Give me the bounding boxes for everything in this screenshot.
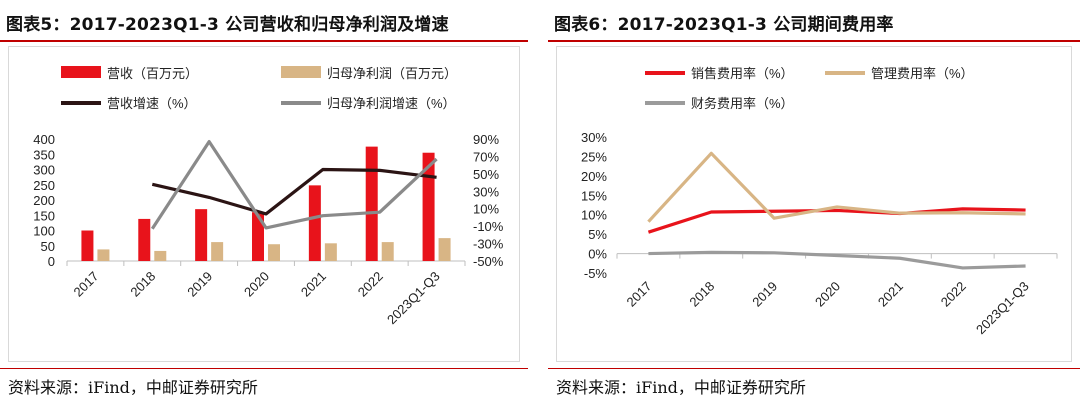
chart-area: 30% 25% 20% 15% 10% 5% 0% -5% 2017 2018 2019 2020 20… bbox=[556, 46, 1072, 362]
y2-tick-label: -30% bbox=[473, 237, 504, 252]
series-line bbox=[647, 151, 1026, 223]
legend-swatch bbox=[61, 66, 101, 78]
y-tick-label: 50 bbox=[41, 239, 55, 254]
chart-title: 图表6：2017-2023Q1-3 公司期间费用率 bbox=[554, 15, 894, 35]
y2-tick-label: 30% bbox=[473, 184, 499, 199]
x-tick-label: 2020 bbox=[241, 269, 272, 300]
legend-label: 财务费用率（%） bbox=[691, 96, 794, 111]
bar bbox=[211, 242, 224, 261]
source-note: 资料来源：iFind，中邮证券研究所 bbox=[556, 378, 806, 397]
bar bbox=[324, 243, 337, 261]
series-line bbox=[647, 207, 1026, 234]
source-note: 资料来源：iFind，中邮证券研究所 bbox=[8, 378, 258, 397]
legend-label: 销售费用率（%） bbox=[691, 66, 794, 81]
y-tick-label: 10% bbox=[581, 208, 607, 223]
y-tick-label: 15% bbox=[581, 188, 607, 203]
bar bbox=[308, 185, 321, 261]
bar bbox=[138, 218, 151, 261]
legend-label: 营收增速（%） bbox=[107, 96, 197, 111]
legend-label: 管理费用率（%） bbox=[871, 66, 974, 81]
y-tick-label: 20% bbox=[581, 169, 607, 184]
bar bbox=[268, 244, 280, 261]
x-tick-label: 2019 bbox=[184, 269, 215, 300]
chart-title: 图表5：2017-2023Q1-3 公司营收和归母净利润及增速 bbox=[6, 15, 449, 35]
chart-area: 400 350 300 250 200 150 100 50 0 90% 70% 50% 30% 10% -… bbox=[8, 46, 520, 362]
bar bbox=[195, 209, 208, 261]
y2-tick-label: -50% bbox=[473, 254, 504, 269]
y-tick-label: 250 bbox=[33, 178, 55, 193]
x-tick-label: 2018 bbox=[127, 269, 158, 300]
bar bbox=[81, 230, 94, 261]
y-tick-label: 0% bbox=[588, 247, 607, 262]
series-line bbox=[150, 140, 438, 230]
x-tick-label: 2022 bbox=[938, 279, 969, 310]
x-tick-label: 2019 bbox=[749, 279, 780, 310]
y-tick-label: 25% bbox=[581, 149, 607, 164]
y-tick-label: 400 bbox=[33, 132, 55, 147]
chart-panel-revenue-profit: 图表5：2017-2023Q1-3 公司营收和归母净利润及增速 400 350 30… bbox=[0, 0, 528, 404]
bar bbox=[154, 250, 167, 261]
x-tick-label: 2021 bbox=[298, 269, 329, 300]
y-tick-label: 200 bbox=[33, 193, 55, 208]
legend-label: 归母净利润（百万元） bbox=[327, 66, 457, 81]
y2-tick-label: 90% bbox=[473, 132, 499, 147]
y-tick-label: 100 bbox=[33, 224, 55, 239]
y-tick-label: 350 bbox=[33, 147, 55, 162]
x-tick-label: 2018 bbox=[686, 279, 717, 310]
y2-tick-label: 10% bbox=[473, 202, 499, 217]
x-tick-label: 2017 bbox=[70, 269, 101, 300]
y2-tick-label: 70% bbox=[473, 149, 499, 164]
x-tick-label: 2017 bbox=[623, 279, 654, 310]
source-divider bbox=[0, 368, 528, 369]
title-divider bbox=[548, 40, 1080, 42]
y-tick-label: 0 bbox=[48, 254, 55, 269]
y-tick-label: 300 bbox=[33, 163, 55, 178]
y2-tick-label: -10% bbox=[473, 219, 504, 234]
bar bbox=[422, 152, 435, 261]
series-line bbox=[151, 167, 437, 216]
y-tick-label: 30% bbox=[581, 130, 607, 145]
y2-tick-label: 50% bbox=[473, 167, 499, 182]
legend-label: 归母净利润增速（%） bbox=[327, 96, 456, 111]
x-tick-label: 2022 bbox=[355, 269, 386, 300]
x-tick-label: 2023Q1-Q3 bbox=[973, 279, 1032, 338]
bar bbox=[381, 242, 394, 261]
bar bbox=[97, 249, 110, 261]
title-divider bbox=[0, 40, 528, 42]
x-tick-label: 2021 bbox=[875, 279, 906, 310]
y-tick-label: 5% bbox=[588, 227, 607, 242]
source-divider bbox=[548, 368, 1080, 369]
expense-ratio-chart: 30% 25% 20% 15% 10% 5% 0% -5% 2017 2018 2019 2020 20… bbox=[581, 66, 1058, 338]
x-tick-label: 2023Q1-Q3 bbox=[384, 269, 443, 328]
y-tick-label: -5% bbox=[584, 266, 608, 281]
chart-panel-expense-ratio: 图表6：2017-2023Q1-3 公司期间费用率 30% 25% 20% 15% 10… bbox=[548, 0, 1080, 404]
series-line bbox=[648, 250, 1026, 270]
bar bbox=[365, 146, 378, 261]
x-tick-label: 2020 bbox=[812, 279, 843, 310]
y-tick-label: 150 bbox=[33, 208, 55, 223]
legend-label: 营收（百万元） bbox=[107, 66, 198, 81]
bar bbox=[438, 238, 451, 261]
legend-swatch bbox=[281, 66, 321, 78]
bar bbox=[252, 212, 264, 261]
